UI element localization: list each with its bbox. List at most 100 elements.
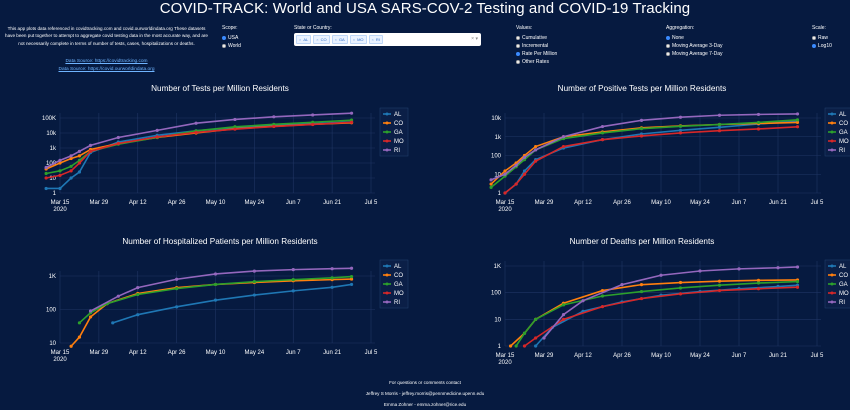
clear-all-icon[interactable]: × (471, 36, 475, 42)
series-line-ga (490, 119, 798, 188)
chevron-down-icon[interactable]: ▾ (475, 36, 478, 42)
radio-label: Moving Average 7-Day (672, 51, 723, 57)
aggregation-radio-ma3[interactable]: Moving Average 3-Day (666, 43, 723, 49)
x-tick-label: Jun 21 (769, 353, 788, 359)
state-label: State or Country: (294, 25, 332, 31)
chip-label: MO (357, 37, 364, 42)
data-point-ga (795, 118, 800, 122)
radio-dot (666, 36, 670, 40)
scope-radio-usa[interactable]: USA (222, 35, 238, 41)
scale-radio-log10[interactable]: Log10 (812, 43, 832, 49)
y-tick-label: 10 (49, 341, 56, 347)
data-point-al (111, 321, 115, 325)
data-point-ri (620, 283, 624, 287)
chip-remove-icon[interactable]: × (371, 37, 374, 42)
x-tick-label: May 10 (206, 200, 226, 206)
legend-marker-co (385, 273, 389, 277)
radio-dot (516, 44, 520, 48)
multiselect-controls: × ▾ (471, 36, 478, 42)
legend-marker-mo (830, 139, 834, 143)
data-point-ri (155, 128, 159, 132)
legend-label-mo: MO (839, 291, 849, 297)
chip-mo[interactable]: × MO (349, 35, 367, 44)
x-tick-label: Jun 21 (323, 350, 342, 356)
radio-label: Incremental (522, 43, 549, 49)
data-point-co (795, 120, 800, 125)
series-line-ri (490, 113, 798, 181)
chip-al[interactable]: × AL (296, 35, 312, 44)
data-point-al (44, 186, 48, 191)
radio-label: None (672, 35, 684, 41)
values-radio-rate-per-million[interactable]: Rate Per Million (516, 51, 557, 57)
x-tick-label: Jul 5 (365, 200, 378, 206)
legend-marker-co (830, 273, 834, 277)
y-tick-label: 1k (50, 146, 57, 152)
legend-label-mo: MO (394, 139, 404, 145)
data-point-mo (534, 159, 538, 163)
data-point-mo (522, 344, 527, 348)
data-point-mo (155, 135, 159, 139)
x-tick-label: Jun 21 (323, 200, 342, 206)
data-source-link-1[interactable]: Data Source: https://covidtracking.com (65, 59, 148, 64)
y-tick-label: 100 (46, 308, 57, 314)
aggregation-radio-ma7[interactable]: Moving Average 7-Day (666, 51, 723, 57)
chip-remove-icon[interactable]: × (334, 37, 337, 42)
chip-remove-icon[interactable]: × (316, 37, 319, 42)
aggregation-radio-none[interactable]: None (666, 35, 684, 41)
chip-remove-icon[interactable]: × (299, 37, 302, 42)
values-radio-cumulative[interactable]: Cumulative (516, 35, 547, 41)
values-radio-other-rates[interactable]: Other Rates (516, 59, 549, 65)
scale-label: Scale: (812, 25, 826, 31)
data-source-link-2[interactable]: Data Source: https://covid.ourworldindat… (58, 67, 155, 72)
y-tick-label: 1K (494, 264, 501, 270)
chart-title-hospitalized: Number of Hospitalized Patients per Mill… (122, 237, 318, 246)
data-point-ga (561, 303, 566, 307)
values-radio-incremental[interactable]: Incremental (516, 43, 548, 49)
data-point-al (252, 293, 256, 297)
chip-ga[interactable]: × GA (331, 35, 348, 44)
y-tick-label: 1k (495, 135, 502, 141)
chip-ri[interactable]: × RI (368, 35, 383, 44)
data-point-ri (252, 269, 256, 273)
chip-remove-icon[interactable]: × (352, 37, 356, 42)
data-point-co (489, 182, 493, 186)
legend: AL CO GA MO RI (379, 107, 409, 157)
scale-radio-raw[interactable]: Raw (812, 35, 828, 41)
data-point-ri (639, 118, 644, 122)
data-point-al (678, 128, 683, 132)
x-tick-label: Jun 7 (732, 200, 747, 206)
legend-marker-ga (385, 130, 389, 134)
data-point-co (756, 278, 761, 282)
chart-title-tests: Number of Tests per Million Residents (151, 84, 289, 93)
radio-dot (516, 36, 520, 40)
x-tick-label: Mar 29 (90, 200, 109, 206)
data-point-ri (489, 178, 493, 182)
legend-marker-al (830, 264, 834, 268)
scope-label: Scope: (222, 25, 238, 31)
data-point-ri (534, 148, 538, 152)
state-multiselect[interactable]: × AL × CO × GA × MO × RI × ▾ (294, 33, 481, 46)
scope-radio-world[interactable]: World (222, 43, 241, 49)
data-point-ga (795, 280, 800, 284)
data-point-co (639, 283, 644, 287)
data-point-ga (136, 292, 140, 297)
data-point-ga (69, 164, 73, 168)
x-tick-year: 2020 (498, 360, 512, 366)
x-tick-label: Jun 7 (732, 353, 747, 359)
data-point-ri (291, 268, 295, 272)
series-line-al (112, 283, 352, 324)
legend-label-co: CO (394, 121, 403, 127)
data-point-ga (678, 286, 683, 290)
data-point-ga (291, 278, 295, 282)
data-point-co (508, 344, 513, 348)
x-tick-label: Mar 15 (496, 200, 515, 206)
data-point-mo (534, 336, 538, 340)
data-point-al (175, 305, 179, 309)
data-point-ga (489, 185, 493, 189)
chip-co[interactable]: × CO (313, 35, 330, 44)
data-point-al (291, 289, 295, 293)
